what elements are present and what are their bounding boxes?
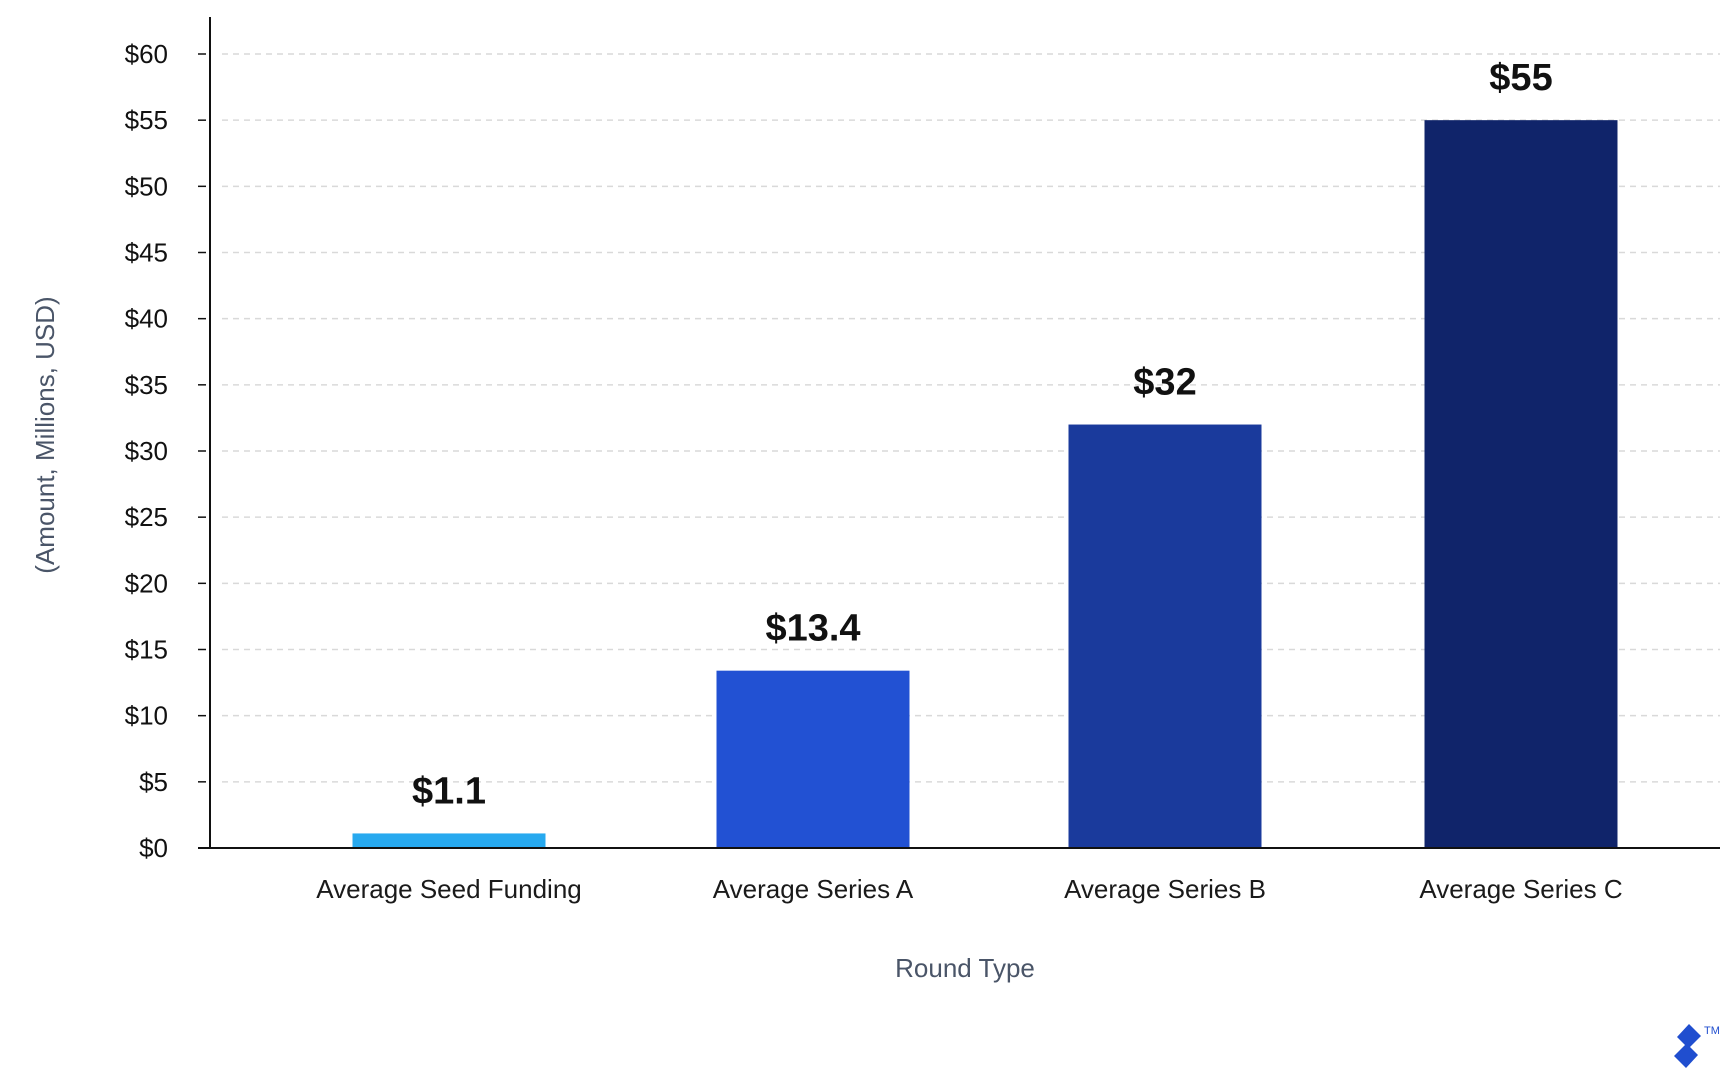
- bar-3: [1068, 424, 1262, 848]
- data-label-2: $13.4: [765, 608, 860, 650]
- x-axis-title: Round Type: [895, 953, 1035, 983]
- y-axis-title: (Amount, Millions, USD): [30, 296, 60, 573]
- data-label-3: $32: [1133, 362, 1196, 404]
- category-label-1: Average Seed Funding: [316, 874, 582, 904]
- bars: [352, 120, 1618, 848]
- y-tick-label-30: $30: [125, 436, 168, 466]
- y-tick-label-35: $35: [125, 370, 168, 400]
- y-tick-label-15: $15: [125, 635, 168, 665]
- y-tick-label-40: $40: [125, 304, 168, 334]
- y-ticks: $0 $5 $10 $15 $20 $25 $30 $35 $40 $45 $50 $55 $60: [125, 39, 206, 863]
- y-tick-label-5: $5: [139, 767, 168, 797]
- category-label-3: Average Series B: [1064, 874, 1266, 904]
- data-label-1: $1.1: [412, 770, 486, 812]
- category-labels: Average Seed Funding Average Series A Aver…: [316, 874, 1622, 904]
- y-tick-label-0: $0: [139, 833, 168, 863]
- y-tick-label-20: $20: [125, 568, 168, 598]
- toptal-logo-icon: TM: [1674, 1024, 1720, 1068]
- y-tick-label-25: $25: [125, 502, 168, 532]
- y-tick-label-50: $50: [125, 171, 168, 201]
- y-tick-label-45: $45: [125, 238, 168, 268]
- bar-1: [352, 833, 546, 848]
- bar-4: [1424, 120, 1618, 848]
- y-tick-label-60: $60: [125, 39, 168, 69]
- logo-mark: [1674, 1024, 1701, 1068]
- axes: [198, 17, 1720, 849]
- bar-2: [716, 670, 910, 848]
- category-label-2: Average Series A: [713, 874, 914, 904]
- data-labels: $1.1 $13.4 $32 $55: [412, 57, 1553, 812]
- data-label-4: $55: [1489, 57, 1552, 99]
- category-label-4: Average Series C: [1419, 874, 1622, 904]
- trademark-symbol: TM: [1704, 1025, 1720, 1037]
- y-tick-label-55: $55: [125, 105, 168, 135]
- y-tick-label-10: $10: [125, 701, 168, 731]
